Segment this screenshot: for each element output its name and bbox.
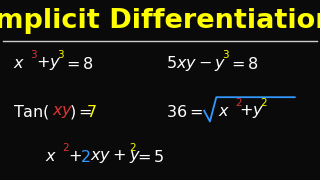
Text: $2$: $2$ bbox=[62, 141, 69, 153]
Text: $2$: $2$ bbox=[260, 96, 268, 108]
Text: $+y$: $+y$ bbox=[239, 103, 264, 120]
Text: $x$: $x$ bbox=[45, 149, 57, 164]
Text: $x$: $x$ bbox=[218, 104, 230, 119]
Text: $2$: $2$ bbox=[235, 96, 242, 108]
Text: $5xy-y$: $5xy-y$ bbox=[166, 54, 227, 73]
Text: $)=$: $)=$ bbox=[69, 103, 92, 121]
Text: $2$: $2$ bbox=[80, 149, 91, 165]
Text: $= 8$: $= 8$ bbox=[228, 56, 259, 72]
Text: $3$: $3$ bbox=[222, 48, 229, 60]
Text: $3$: $3$ bbox=[30, 48, 37, 60]
Text: $2$: $2$ bbox=[129, 141, 137, 153]
Text: $= 8$: $= 8$ bbox=[63, 56, 94, 72]
Text: $xy$: $xy$ bbox=[52, 104, 74, 120]
Text: Implicit Differentiation: Implicit Differentiation bbox=[0, 8, 320, 34]
Text: $7$: $7$ bbox=[86, 104, 97, 120]
Text: $+y$: $+y$ bbox=[36, 55, 61, 72]
Text: $\mathrm{Tan}($: $\mathrm{Tan}($ bbox=[13, 103, 50, 121]
Text: $x$: $x$ bbox=[13, 56, 25, 71]
Text: $+$: $+$ bbox=[68, 149, 81, 164]
Text: $= 5$: $= 5$ bbox=[134, 149, 165, 165]
Text: $3$: $3$ bbox=[57, 48, 65, 60]
Text: $36 =$: $36 =$ bbox=[166, 104, 204, 120]
Text: $xy+y$: $xy+y$ bbox=[90, 148, 140, 165]
